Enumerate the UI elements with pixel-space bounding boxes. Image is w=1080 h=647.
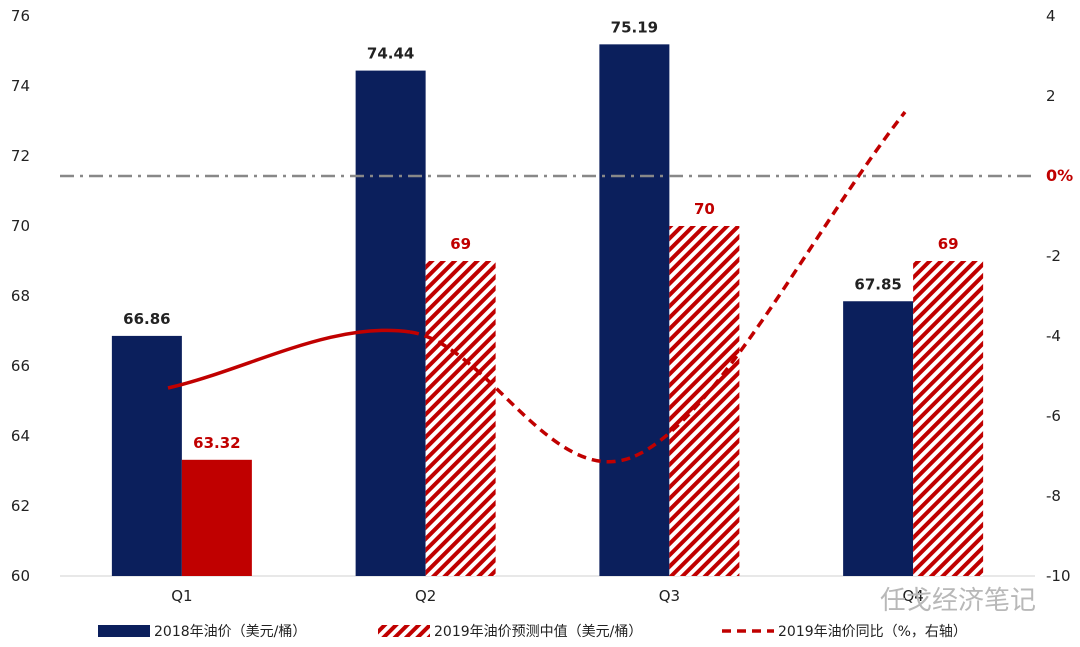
- bar-2018: [355, 70, 426, 576]
- y2-tick-label: 2: [1046, 87, 1056, 105]
- y-tick-label: 64: [11, 427, 30, 445]
- y2-tick-label: -2: [1046, 247, 1061, 265]
- bar-2018: [843, 301, 914, 576]
- bar-2018: [599, 44, 670, 577]
- legend-label-yoy: 2019年油价同比（%，右轴）: [778, 624, 967, 640]
- bar-2019-label: 69: [938, 235, 959, 253]
- yoy-line-segment: [634, 110, 907, 458]
- y-tick-label: 76: [11, 7, 30, 25]
- zero-percent-label: 0%: [1046, 166, 1073, 185]
- bar-2019-label: 63.32: [193, 434, 240, 452]
- y-tick-label: 70: [11, 217, 30, 235]
- x-tick-label: Q4: [902, 587, 923, 605]
- bar-2019: [669, 226, 740, 576]
- bar-2018-label: 74.44: [367, 45, 414, 63]
- y2-tick-label: 4: [1046, 7, 1056, 25]
- y2-tick-label: -10: [1046, 567, 1071, 585]
- yoy-line-segment: [167, 328, 411, 390]
- legend-label-2019: 2019年油价预测中值（美元/桶）: [434, 624, 642, 640]
- bar-2018-label: 67.85: [854, 275, 901, 293]
- bar-2019: [425, 261, 496, 576]
- y-tick-label: 62: [11, 497, 30, 515]
- legend-swatch-2018: [98, 625, 150, 637]
- y-tick-label: 68: [11, 287, 30, 305]
- y2-tick-label: -6: [1046, 407, 1061, 425]
- bar-2018-label: 66.86: [123, 310, 170, 328]
- bar-2019-label: 69: [450, 235, 471, 253]
- bar-2019: [181, 459, 252, 576]
- y2-tick-label: -4: [1046, 327, 1061, 345]
- y-tick-label: 74: [11, 77, 30, 95]
- x-tick-label: Q2: [415, 587, 436, 605]
- x-tick-label: Q1: [171, 587, 192, 605]
- y2-tick-label: -8: [1046, 487, 1061, 505]
- legend-label-2018: 2018年油价（美元/桶）: [154, 624, 306, 640]
- y-tick-label: 66: [11, 357, 30, 375]
- y-tick-label: 72: [11, 147, 30, 165]
- y-tick-label: 60: [11, 567, 30, 585]
- x-tick-label: Q3: [659, 587, 680, 605]
- bar-2018-label: 75.19: [611, 18, 658, 36]
- bar-2018: [111, 335, 182, 576]
- legend-swatch-2019: [378, 625, 430, 637]
- bar-2019-label: 70: [694, 200, 715, 218]
- yoy-line-segment: [409, 330, 636, 464]
- watermark: 任戈经济笔记: [880, 586, 1036, 616]
- bar-2019: [913, 261, 984, 576]
